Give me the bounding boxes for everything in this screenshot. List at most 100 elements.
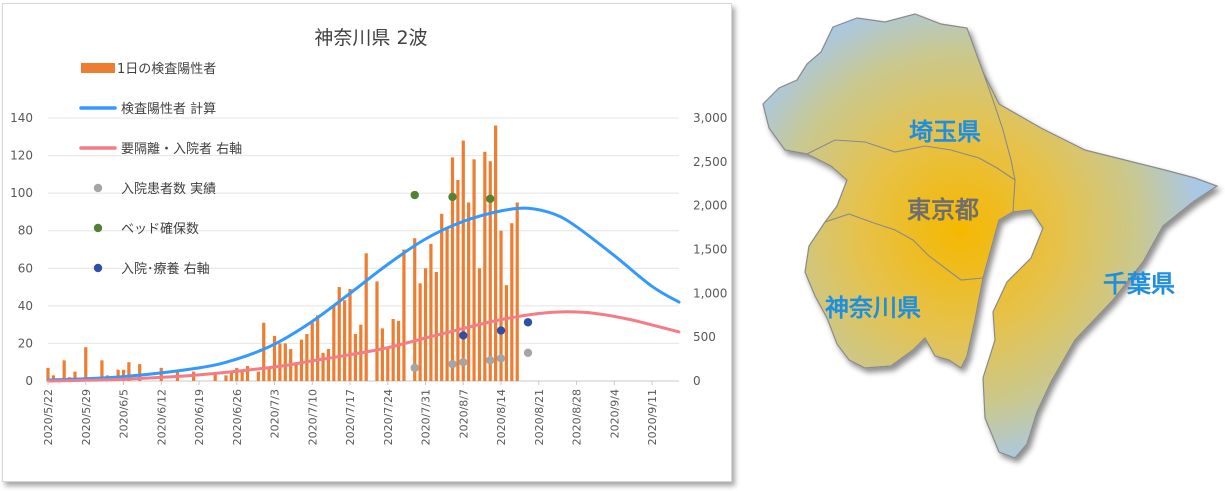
x-tick-label: 2020/7/31 bbox=[420, 389, 433, 445]
legend-label: 検査陽性者 計算 bbox=[121, 101, 216, 117]
bar bbox=[391, 319, 395, 381]
bar bbox=[380, 328, 384, 381]
bar bbox=[46, 367, 50, 381]
scatter-point bbox=[496, 354, 506, 363]
chart-svg: 神奈川県 2波 0 20 40 60 80 100 120 140 0 500 1,000 1,500… bbox=[10, 27, 727, 445]
bar bbox=[326, 349, 331, 381]
scatter-point bbox=[410, 363, 419, 373]
bar bbox=[127, 362, 131, 381]
bar bbox=[100, 360, 104, 381]
y-tick-label-right: 3,000 bbox=[693, 111, 727, 125]
y-tick-label-left: 80 bbox=[18, 224, 33, 238]
bar bbox=[343, 300, 347, 381]
bar bbox=[515, 202, 519, 381]
line-series bbox=[46, 206, 681, 383]
bar bbox=[51, 375, 55, 381]
y-tick-label-right: 500 bbox=[693, 330, 716, 344]
scatter-series bbox=[410, 190, 533, 373]
bar bbox=[434, 272, 438, 381]
map-label-chiba: 千葉県 bbox=[1103, 270, 1175, 298]
x-tick-label: 2020/5/29 bbox=[80, 389, 93, 445]
scatter-point bbox=[459, 358, 468, 367]
chart-title: 神奈川県 2波 bbox=[314, 27, 427, 49]
bar bbox=[461, 140, 465, 381]
x-tick-label: 2020/8/14 bbox=[495, 389, 508, 445]
bar bbox=[499, 230, 503, 381]
legend-swatch-marker bbox=[93, 223, 103, 233]
bar bbox=[256, 371, 260, 381]
y-tick-label-left: 40 bbox=[18, 299, 33, 313]
bar bbox=[510, 223, 514, 381]
bar bbox=[429, 243, 433, 381]
bar bbox=[386, 347, 390, 381]
y-tick-label-right: 1,500 bbox=[693, 243, 727, 257]
bar-series bbox=[46, 125, 519, 381]
legend-label: 要隔離・入院者 右軸 bbox=[121, 142, 242, 157]
x-tick-label: 2020/7/24 bbox=[382, 389, 395, 445]
bar bbox=[224, 375, 228, 381]
bar bbox=[73, 371, 77, 381]
legend-swatch-marker bbox=[93, 263, 103, 273]
legend-swatch-bar bbox=[81, 63, 115, 73]
bar bbox=[213, 373, 217, 381]
kanto-landmass bbox=[762, 13, 1219, 459]
scatter-point bbox=[448, 192, 457, 202]
y-tick-label-left: 60 bbox=[18, 261, 33, 275]
bar bbox=[472, 159, 476, 381]
bar bbox=[305, 334, 309, 381]
x-tick-label: 2020/6/19 bbox=[193, 389, 206, 445]
bar bbox=[245, 365, 250, 381]
bar bbox=[423, 268, 428, 381]
legend-label: 入院患者数 実績 bbox=[121, 181, 216, 197]
bar bbox=[445, 228, 449, 381]
bar bbox=[272, 335, 277, 381]
bar bbox=[337, 287, 341, 381]
prefecture-boundary-chiba bbox=[982, 71, 1016, 213]
bar bbox=[294, 362, 298, 381]
chart-panel: 神奈川県 2波 0 20 40 60 80 100 120 140 0 500 1,000 1,500… bbox=[2, 3, 732, 482]
bar bbox=[62, 360, 66, 381]
bar bbox=[84, 347, 88, 381]
bar bbox=[116, 369, 120, 381]
bar bbox=[229, 371, 233, 381]
scatter-point bbox=[496, 326, 506, 335]
legend-label: ベッド確保数 bbox=[121, 221, 199, 237]
bar bbox=[321, 352, 325, 381]
bar bbox=[494, 125, 498, 381]
bar bbox=[402, 249, 406, 381]
y-tick-label-right: 2,000 bbox=[693, 199, 727, 213]
scatter-point bbox=[486, 194, 495, 203]
axes: 0 20 40 60 80 100 120 140 0 500 1,000 1,500 2,000 2,5… bbox=[10, 111, 727, 445]
y-tick-label-left: 0 bbox=[25, 374, 33, 388]
x-tick-label: 2020/7/3 bbox=[269, 389, 282, 438]
bar bbox=[467, 202, 471, 381]
bar bbox=[483, 151, 487, 381]
bar bbox=[262, 322, 266, 381]
legend-label: 1日の検査陽性者 bbox=[117, 62, 216, 77]
bar bbox=[310, 322, 314, 381]
bar bbox=[283, 343, 287, 381]
bar bbox=[235, 367, 239, 381]
y-tick-label-right: 2,500 bbox=[693, 155, 727, 169]
y-tick-label-left: 20 bbox=[18, 336, 33, 350]
legend-swatch-marker bbox=[93, 183, 103, 193]
bar bbox=[332, 305, 336, 381]
scatter-point bbox=[410, 190, 419, 200]
prefecture-boundary-saitama bbox=[806, 139, 1016, 181]
bar bbox=[396, 320, 401, 381]
y-tick-label-left: 140 bbox=[10, 111, 33, 125]
bar bbox=[413, 238, 417, 381]
x-tick-label: 2020/7/10 bbox=[306, 389, 319, 445]
y-tick-label-left: 120 bbox=[10, 149, 33, 163]
legend-label: 入院･療養 右軸 bbox=[121, 261, 210, 277]
x-tick-label: 2020/9/4 bbox=[608, 389, 621, 438]
bar bbox=[240, 371, 244, 381]
map-label-kanagawa: 神奈川県 bbox=[825, 294, 921, 322]
x-tick-label: 2020/8/28 bbox=[571, 389, 584, 445]
map-label-saitama: 埼玉県 bbox=[909, 118, 981, 146]
grid-lines bbox=[48, 117, 679, 382]
bar bbox=[364, 253, 368, 381]
bar bbox=[440, 213, 444, 381]
bar bbox=[450, 157, 455, 381]
